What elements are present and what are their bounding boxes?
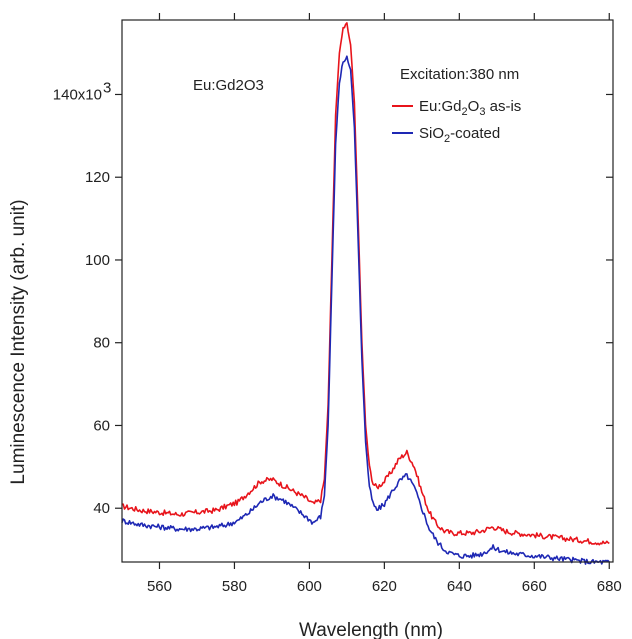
plot-frame	[121, 19, 614, 563]
excitation-annotation: Excitation:380 nm	[400, 66, 519, 83]
y-tick-label-40: 40	[93, 500, 110, 517]
legend-label-sio2-sub: 2	[444, 133, 450, 145]
series-line-as-is	[121, 22, 610, 546]
y-tick-label-140: 140x10	[53, 86, 102, 103]
y-axis-label: Luminescence Intensity (arb. unit)	[8, 199, 29, 484]
legend-label-sio2-coated: SiO2-coated	[419, 125, 500, 145]
y-tick-label-80: 80	[93, 335, 110, 352]
x-tick-label-680: 680	[597, 578, 622, 595]
legend-label-as-is-part-2: O	[468, 98, 480, 115]
x-tick-label-620: 620	[372, 578, 397, 595]
legend-label-as-is-sub-1: 2	[462, 106, 468, 118]
x-axis-label: Wavelength (nm)	[299, 620, 443, 639]
y-tick-label-60: 60	[93, 417, 110, 434]
legend-label-as-is: Eu:Gd2O3 as-is	[419, 98, 521, 118]
legend: Eu:Gd2O3 as-is SiO2-coated	[392, 98, 521, 145]
legend-label-as-is-part-3: as-is	[485, 98, 521, 115]
x-tick-label-660: 660	[522, 578, 547, 595]
x-tick-label-640: 640	[447, 578, 472, 595]
y-tick-label-120: 120	[85, 169, 110, 186]
legend-label-sio2-part-2: -coated	[450, 125, 500, 142]
x-tick-label-560: 560	[147, 578, 172, 595]
sample-annotation: Eu:Gd2O3	[193, 77, 264, 94]
x-tick-label-600: 600	[297, 578, 322, 595]
x-tick-label-580: 580	[222, 578, 247, 595]
legend-label-as-is-sub-2: 3	[479, 106, 485, 118]
y-tick-label-exponent: 3	[103, 79, 111, 96]
legend-label-as-is-part-1: Eu:Gd	[419, 98, 462, 115]
legend-label-sio2-part-1: SiO	[419, 125, 444, 142]
y-tick-label-100: 100	[85, 252, 110, 269]
series-line-sio2-coated	[121, 55, 610, 565]
series-layer	[121, 22, 610, 565]
